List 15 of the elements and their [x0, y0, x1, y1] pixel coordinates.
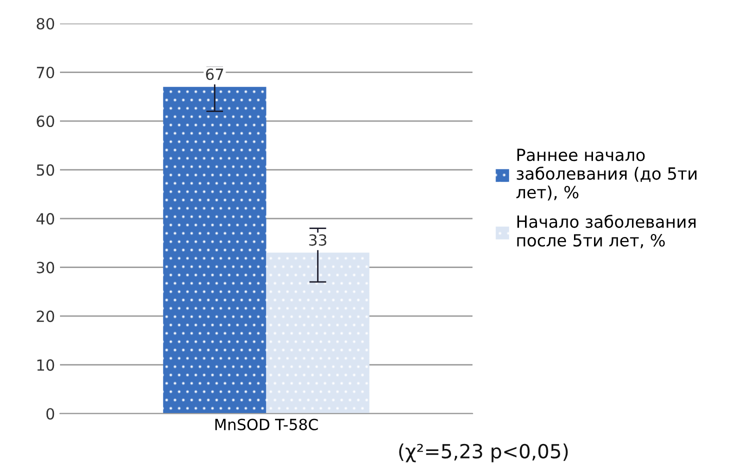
- legend-label: Раннее начало заболевания (до 5ти лет), %: [516, 148, 696, 200]
- legend-label: Начало заболевания после 5ти лет, %: [517, 214, 696, 248]
- y-tick-label: 80: [36, 18, 54, 30]
- data-label: 33: [309, 234, 326, 246]
- x-tick-label: MnSOD T-58C: [215, 418, 318, 430]
- y-tick-label: 0: [46, 408, 54, 420]
- y-tick-label: 40: [36, 213, 54, 225]
- text: (χ²=5,23 p<0,05): [399, 443, 568, 462]
- y-tick-label: 10: [37, 359, 54, 371]
- y-tick-label: 70: [36, 66, 54, 78]
- y-tick-label: 30: [36, 262, 54, 274]
- y-tick-label: 20: [36, 310, 54, 322]
- data-label: 67: [206, 68, 224, 80]
- y-tick-label: 50: [36, 164, 54, 176]
- y-tick-label: 60: [36, 115, 54, 128]
